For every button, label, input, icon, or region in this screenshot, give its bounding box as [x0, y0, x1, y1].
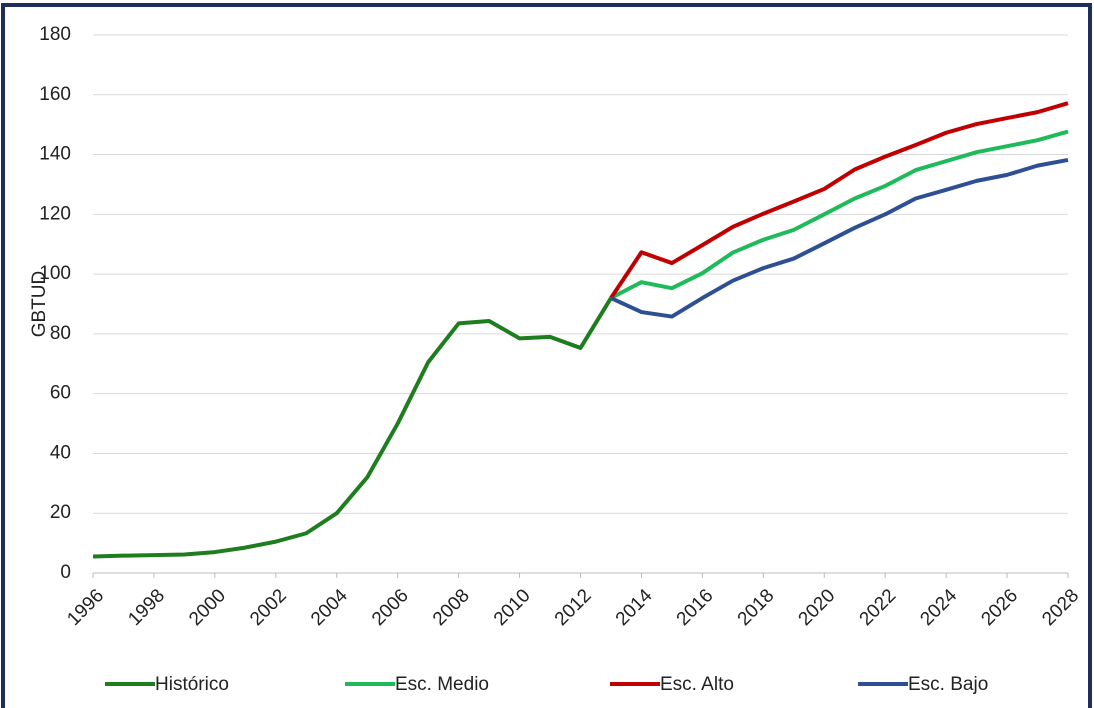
series-line	[610, 157, 1069, 319]
x-tick-label: 2000	[185, 585, 230, 630]
y-tick-label: 80	[50, 323, 71, 344]
x-tick-label: 2004	[307, 585, 352, 630]
x-tick-label: 2012	[551, 585, 596, 630]
legend-label: Histórico	[155, 674, 229, 695]
frame	[1, 3, 1092, 708]
x-tick-label: 2014	[612, 585, 657, 630]
series-line	[609, 101, 1069, 300]
x-tick-label: 2006	[368, 585, 413, 630]
series-line	[92, 296, 613, 559]
y-tick-label: 160	[39, 84, 71, 105]
x-tick-label: 1996	[63, 585, 108, 630]
y-tick-label: 60	[50, 383, 71, 404]
legend-label: Esc. Alto	[660, 674, 734, 695]
y-axis-label: GBTUD	[29, 271, 50, 338]
x-tick-label: 1998	[124, 585, 169, 630]
y-tick-label: 40	[50, 442, 71, 463]
y-tick-label: 20	[50, 502, 71, 523]
y-tick-label: 180	[39, 24, 71, 45]
x-tick-label: 2002	[246, 585, 291, 630]
x-tick-label: 2026	[977, 585, 1022, 630]
x-tick-label: 2010	[490, 585, 535, 630]
x-tick-label: 2018	[734, 585, 779, 630]
x-tick-label: 2016	[673, 585, 718, 630]
x-tick-label: 2008	[429, 585, 474, 630]
y-tick-label: 0	[60, 562, 71, 583]
y-tick-label: 140	[39, 144, 71, 165]
series-line	[610, 129, 1069, 300]
legend-label: Esc. Medio	[395, 674, 489, 695]
x-tick-label: 2028	[1038, 585, 1083, 630]
y-tick-label: 100	[39, 263, 71, 284]
x-tick-label: 2024	[916, 585, 961, 630]
y-tick-label: 120	[39, 203, 71, 224]
x-tick-label: 2020	[795, 585, 840, 630]
legend-label: Esc. Bajo	[908, 674, 988, 695]
x-tick-label: 2022	[856, 585, 901, 630]
